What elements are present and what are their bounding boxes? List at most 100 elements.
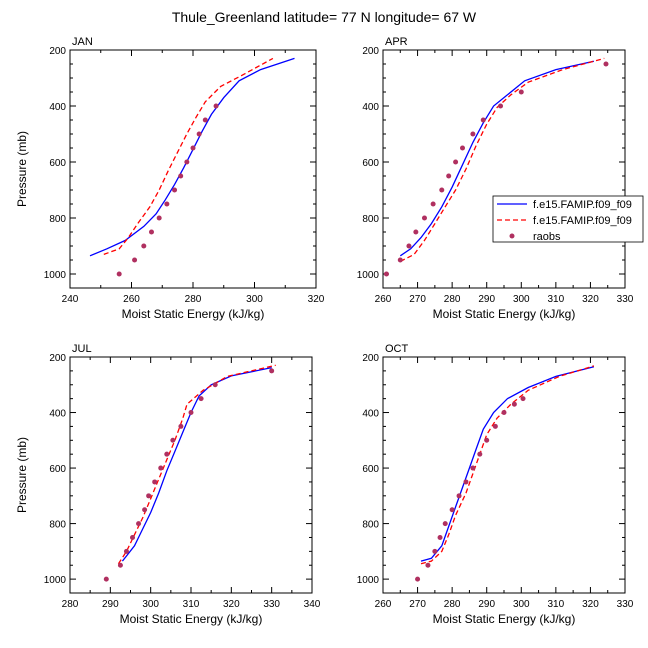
y-tick-label: 400 (362, 409, 379, 420)
x-tick-label: 320 (582, 294, 599, 305)
x-tick-label: 270 (409, 294, 426, 305)
legend-label: f.e15.FAMIP.f09_f09 (533, 199, 632, 211)
series-group (415, 365, 595, 582)
legend-swatch-marker (509, 233, 515, 239)
y-tick-label: 600 (362, 158, 379, 169)
y-tick-label: 400 (49, 102, 66, 113)
series-line-dashed (400, 57, 605, 262)
raobs-point (123, 548, 129, 554)
series-line-solid (420, 366, 595, 562)
raobs-point (449, 507, 455, 513)
x-tick-label: 300 (246, 294, 263, 305)
raobs-point (470, 465, 476, 471)
raobs-point (132, 257, 138, 263)
raobs-point (460, 145, 466, 151)
raobs-point (501, 410, 507, 416)
raobs-point (178, 423, 184, 429)
raobs-point (415, 576, 421, 582)
raobs-point (492, 423, 498, 429)
y-tick-label: 400 (362, 102, 379, 113)
raobs-point (202, 117, 208, 123)
x-axis-label: Moist Static Energy (kJ/kg) (122, 307, 265, 321)
raobs-point (430, 201, 436, 207)
panel-label: OCT (385, 343, 409, 355)
panel-label: JUL (72, 343, 92, 355)
x-tick-label: 310 (548, 294, 565, 305)
y-tick-label: 200 (49, 46, 66, 57)
raobs-point (188, 410, 194, 416)
raobs-point (156, 215, 162, 221)
y-tick-label: 200 (362, 46, 379, 57)
raobs-point (196, 131, 202, 137)
x-tick-label: 270 (409, 599, 426, 610)
x-tick-label: 240 (62, 294, 79, 305)
raobs-point (518, 89, 524, 95)
y-tick-label: 400 (49, 409, 66, 420)
raobs-point (148, 229, 154, 235)
series-line-solid (89, 57, 295, 257)
panel-jan: JAN 240 260 280 300 320 200 400 600 800 1000 Moist … (15, 36, 325, 321)
raobs-point (141, 243, 147, 249)
x-tick-label: 280 (62, 599, 79, 610)
series-group (89, 57, 295, 277)
figure-title: Thule_Greenland latitude= 77 N longitude… (172, 9, 477, 25)
x-tick-label: 260 (123, 294, 140, 305)
legend: f.e15.FAMIP.f09_f09 f.e15.FAMIP.f09_f09ra… (492, 195, 644, 243)
raobs-point (421, 215, 427, 221)
raobs-point (432, 548, 438, 554)
y-axis-label: Pressure (mb) (15, 131, 29, 207)
y-tick-label: 1000 (357, 270, 380, 281)
x-tick-label: 280 (444, 294, 461, 305)
raobs-point (484, 437, 490, 443)
plot-frame (69, 356, 313, 594)
raobs-point (103, 576, 109, 582)
raobs-point (498, 103, 504, 109)
x-axis-label: Moist Static Energy (kJ/kg) (433, 612, 576, 626)
x-tick-label: 260 (375, 294, 392, 305)
raobs-point (198, 396, 204, 402)
raobs-point (117, 562, 123, 568)
raobs-point (470, 131, 476, 137)
x-tick-label: 280 (185, 294, 202, 305)
raobs-point (213, 103, 219, 109)
raobs-point (184, 159, 190, 165)
plot-frame (69, 49, 317, 289)
panels: JAN 240 260 280 300 320 200 400 600 800 1000 Moist … (15, 36, 634, 626)
raobs-point (456, 493, 462, 499)
raobs-point (520, 396, 526, 402)
raobs-point (603, 61, 609, 67)
legend-label: f.e15.FAMIP.f09_f09 (533, 215, 632, 227)
raobs-point (172, 187, 178, 193)
x-tick-label: 290 (478, 294, 495, 305)
raobs-point (453, 159, 459, 165)
y-tick-label: 800 (49, 214, 66, 225)
x-tick-label: 260 (375, 599, 392, 610)
x-tick-label: 330 (617, 599, 634, 610)
x-tick-label: 300 (513, 599, 530, 610)
raobs-point (136, 521, 142, 527)
x-tick-label: 320 (223, 599, 240, 610)
y-tick-label: 1000 (44, 575, 67, 586)
x-tick-label: 290 (478, 599, 495, 610)
y-tick-label: 200 (362, 353, 379, 364)
x-tick-label: 330 (263, 599, 280, 610)
x-axis-label: Moist Static Energy (kJ/kg) (433, 307, 576, 321)
raobs-point (439, 187, 445, 193)
raobs-point (383, 271, 389, 277)
panel-label: APR (385, 36, 408, 48)
y-tick-label: 800 (362, 214, 379, 225)
raobs-point (152, 479, 158, 485)
raobs-point (178, 173, 184, 179)
raobs-point (425, 562, 431, 568)
series-line-dashed (117, 364, 276, 565)
y-tick-label: 1000 (357, 575, 380, 586)
legend-label: raobs (533, 231, 561, 243)
panel-oct: OCT 260 270 280 290 300 310 320 330 200 400 600 800 1… (357, 343, 634, 626)
raobs-point (146, 493, 152, 499)
x-tick-label: 280 (444, 599, 461, 610)
x-axis-label: Moist Static Energy (kJ/kg) (120, 612, 263, 626)
raobs-point (463, 479, 469, 485)
raobs-point (212, 382, 218, 388)
series-group (383, 57, 609, 277)
series-line-dashed (420, 365, 595, 565)
